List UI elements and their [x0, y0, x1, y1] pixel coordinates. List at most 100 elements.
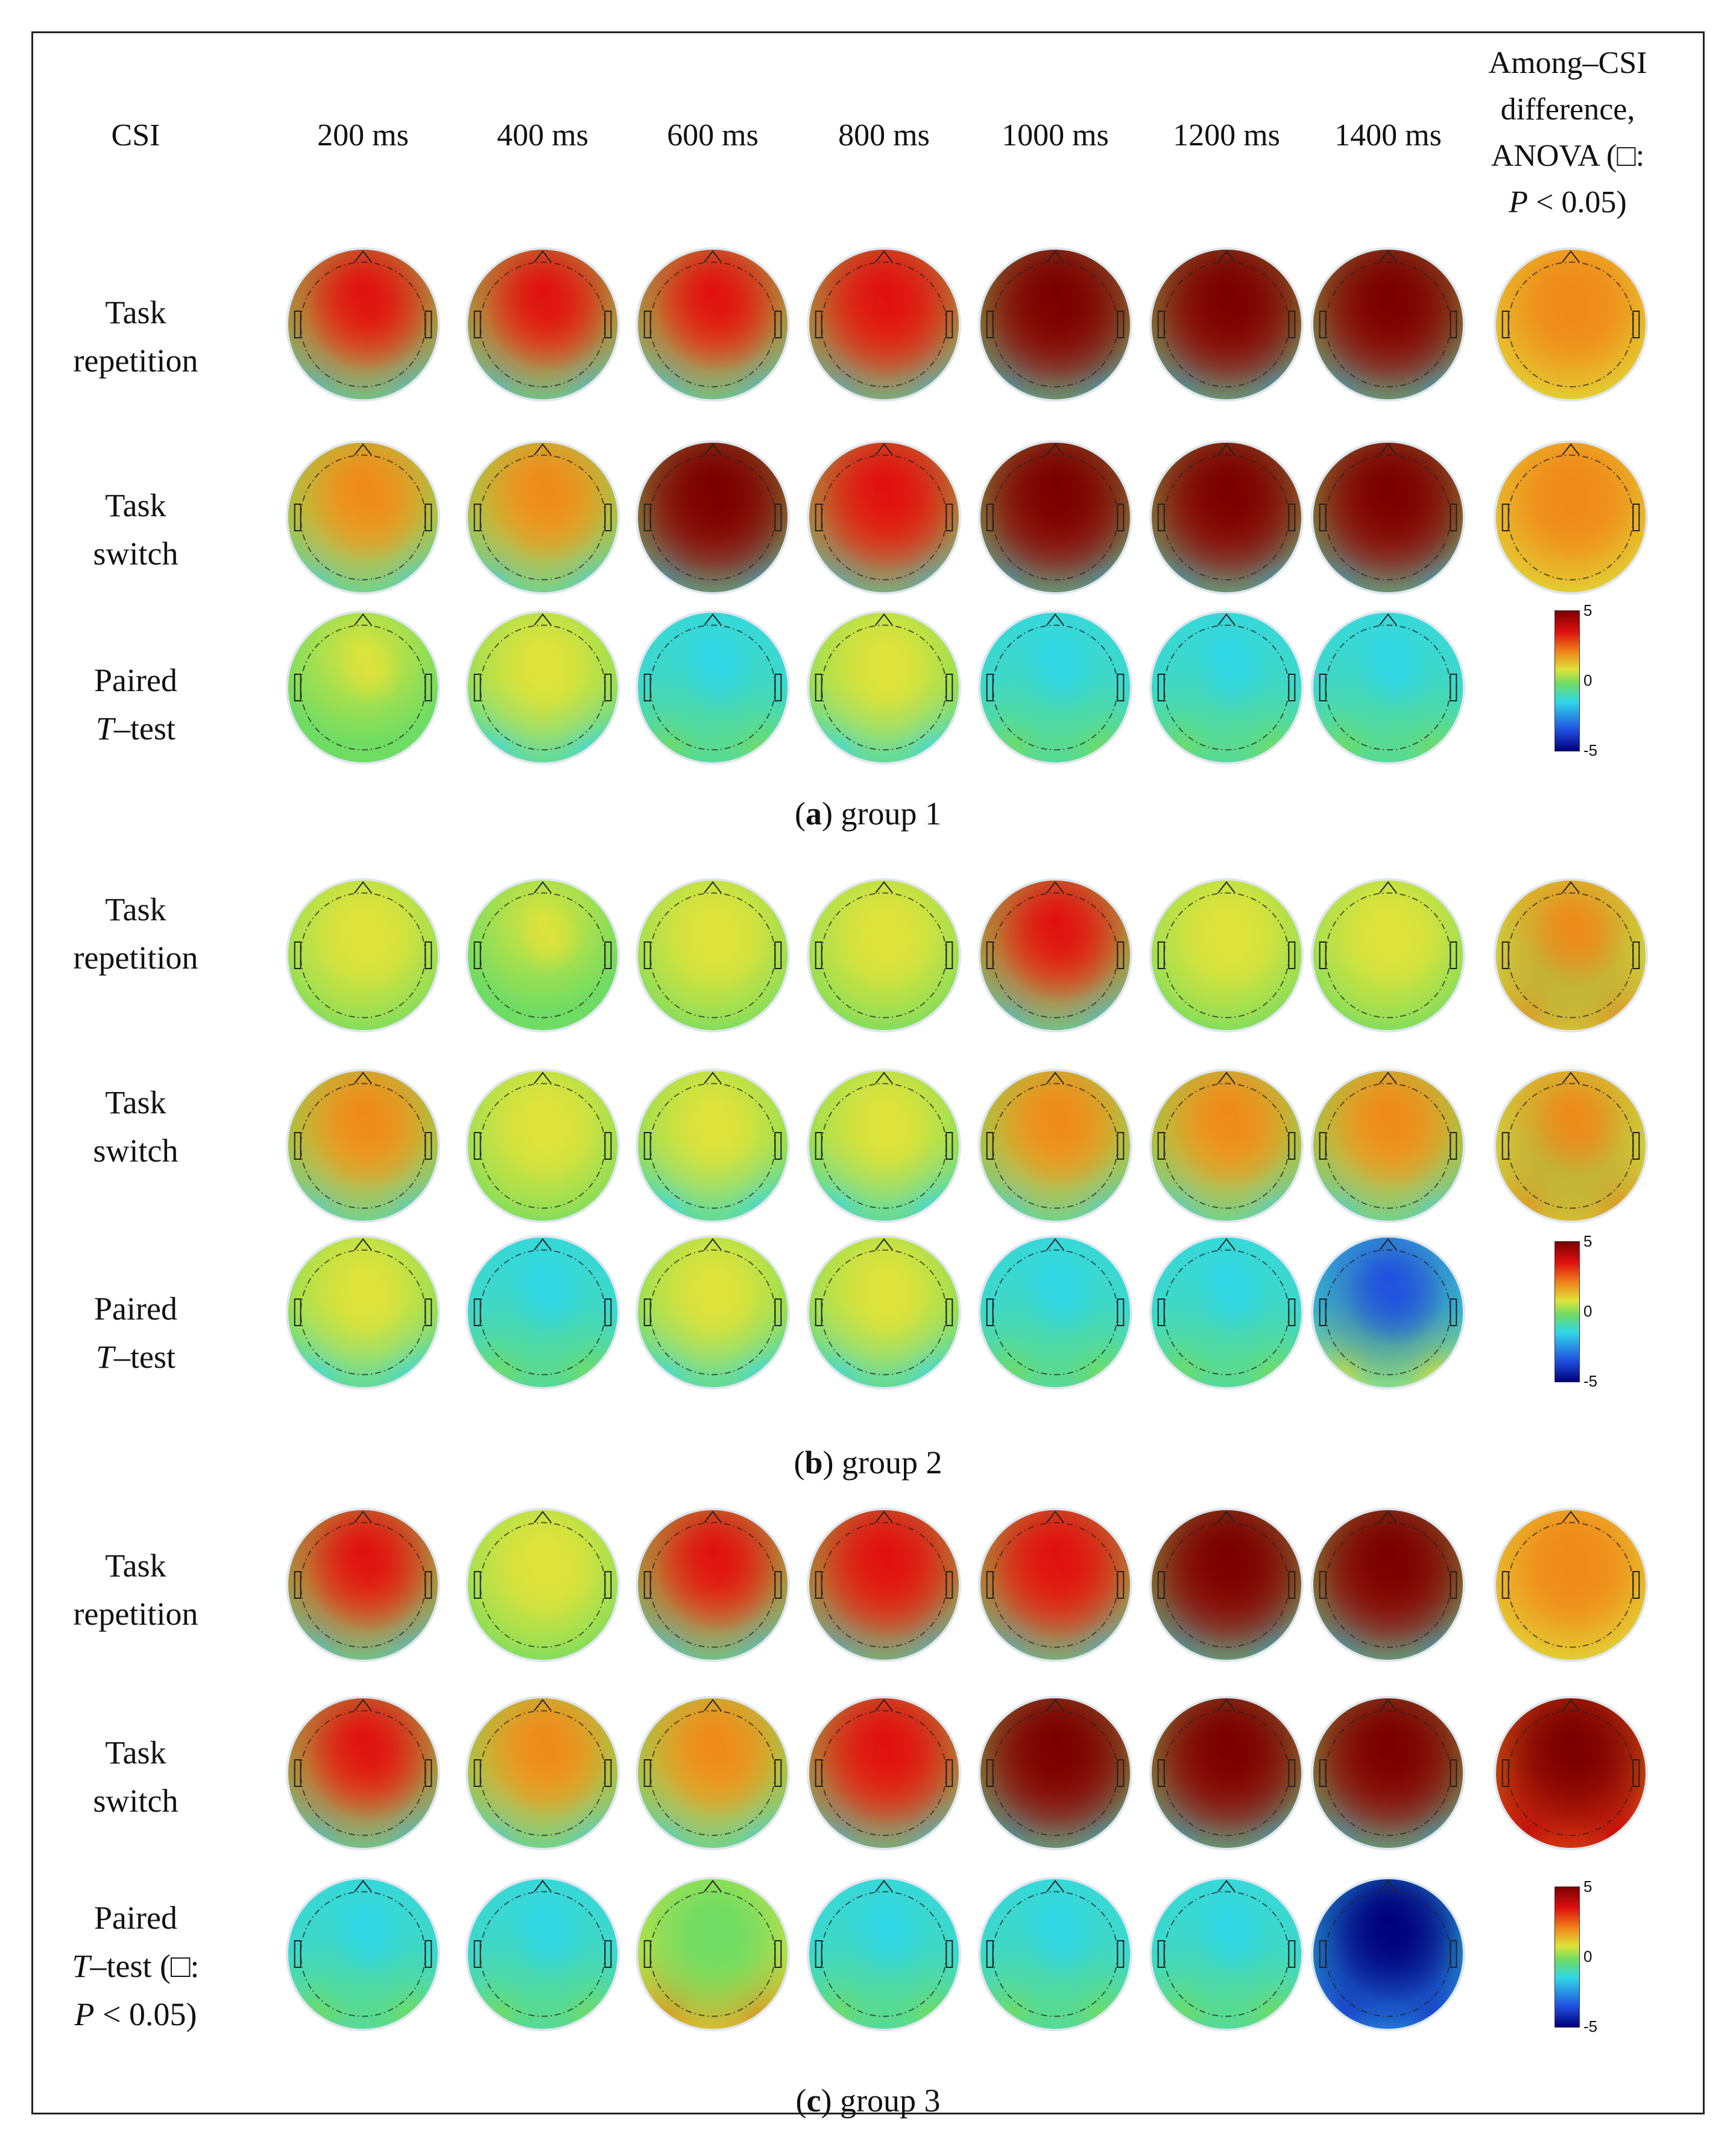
topomap-g2-r2-c5: [979, 1070, 1131, 1222]
nose-marker: [354, 1511, 372, 1523]
ear-marker: [815, 1132, 822, 1160]
map-rim: [286, 247, 440, 402]
map-rim: [1494, 1508, 1648, 1662]
nose-marker: [875, 613, 893, 626]
nose-marker: [354, 1699, 372, 1712]
ear-marker: [604, 941, 612, 969]
colorbar-3-tick-mid: 0: [1583, 1947, 1592, 1965]
nose-marker: [704, 1072, 722, 1084]
map-rim: [807, 1696, 961, 1850]
nose-marker: [875, 1511, 893, 1523]
map-rim: [286, 440, 440, 595]
ear-marker: [986, 1940, 994, 1968]
map-rim: [286, 610, 440, 765]
g3-row1-label: Task repetition: [73, 1548, 198, 1632]
ear-marker: [986, 1298, 994, 1326]
ear-marker: [425, 1298, 432, 1326]
map-rim: [807, 1069, 961, 1223]
ear-marker: [604, 674, 612, 701]
ear-marker: [1632, 1571, 1640, 1599]
nose-marker: [354, 1880, 372, 1892]
topomap-g1-r2-c2: [467, 441, 619, 593]
map-rim: [286, 1696, 440, 1850]
nose-marker: [534, 881, 552, 894]
ear-marker: [1450, 1940, 1457, 1968]
ear-marker: [1157, 504, 1165, 531]
ear-marker: [945, 1132, 953, 1160]
ear-marker: [1117, 941, 1125, 969]
map-rim: [636, 1235, 790, 1390]
nose-marker: [1046, 1072, 1064, 1084]
ear-marker: [945, 504, 953, 531]
map-rim: [1311, 440, 1465, 595]
nose-marker: [1379, 881, 1397, 894]
time-header-1: 200 ms: [317, 118, 409, 153]
ear-marker: [986, 311, 994, 338]
ear-marker: [1319, 504, 1327, 531]
nose-marker: [534, 1699, 552, 1712]
nose-marker: [1379, 250, 1397, 263]
map-rim: [466, 610, 620, 765]
ear-marker: [1117, 311, 1125, 338]
ear-marker: [604, 1571, 612, 1599]
colorbar-3-tick-min: -5: [1583, 2017, 1598, 2035]
nose-marker: [1379, 1072, 1397, 1084]
topomap-g3-r1-c4: [808, 1509, 960, 1661]
nose-marker: [1379, 1238, 1397, 1251]
ear-marker: [1157, 1298, 1165, 1326]
topomap-g1-r2-c1: [287, 441, 439, 593]
map-rim: [1311, 1235, 1465, 1390]
map-rim: [807, 878, 961, 1032]
map-rim: [636, 1069, 790, 1223]
nose-marker: [704, 250, 722, 263]
map-rim: [978, 610, 1132, 765]
map-rim: [286, 1235, 440, 1390]
nose-marker: [1046, 1511, 1064, 1523]
nose-marker: [875, 1238, 893, 1251]
ear-marker: [643, 674, 651, 701]
ear-marker: [425, 941, 432, 969]
map-rim: [978, 1696, 1132, 1850]
map-rim: [978, 878, 1132, 1032]
ear-marker: [1450, 311, 1457, 338]
map-rim: [807, 1877, 961, 2031]
map-rim: [466, 878, 620, 1032]
nose-marker: [534, 443, 552, 456]
nose-marker: [704, 1880, 722, 1892]
ear-marker: [643, 1759, 651, 1787]
nose-marker: [875, 1072, 893, 1084]
nose-marker: [354, 881, 372, 894]
ear-marker: [643, 941, 651, 969]
ear-marker: [774, 674, 782, 701]
ear-marker: [986, 1571, 994, 1599]
ear-marker: [473, 1759, 481, 1787]
map-rim: [1149, 1235, 1304, 1390]
map-rim: [978, 1877, 1132, 2031]
ear-marker: [425, 674, 432, 701]
ear-marker: [294, 1759, 301, 1787]
ear-marker: [1632, 504, 1640, 531]
ear-marker: [815, 1571, 822, 1599]
ear-marker: [1157, 1571, 1165, 1599]
nose-marker: [1379, 443, 1397, 456]
map-rim: [1311, 878, 1465, 1032]
map-rim: [286, 1877, 440, 2031]
ear-marker: [1501, 1132, 1509, 1160]
caption-b: (b) group 2: [794, 1444, 942, 1481]
map-rim: [1149, 1069, 1304, 1223]
ear-marker: [945, 1571, 953, 1599]
map-rim: [1149, 1508, 1304, 1662]
topomap-g3-r1-c1: [287, 1509, 439, 1661]
nose-marker: [704, 443, 722, 456]
map-rim: [807, 440, 961, 595]
time-header-5: 1000 ms: [1002, 118, 1109, 153]
ear-marker: [473, 311, 481, 338]
ear-marker: [1288, 311, 1296, 338]
ear-marker: [945, 941, 953, 969]
map-rim: [978, 440, 1132, 595]
topomap-g2-r2-c2: [467, 1070, 619, 1222]
ear-marker: [774, 311, 782, 338]
ear-marker: [1319, 1571, 1327, 1599]
colorbar-1-tick-max: 5: [1583, 601, 1592, 619]
